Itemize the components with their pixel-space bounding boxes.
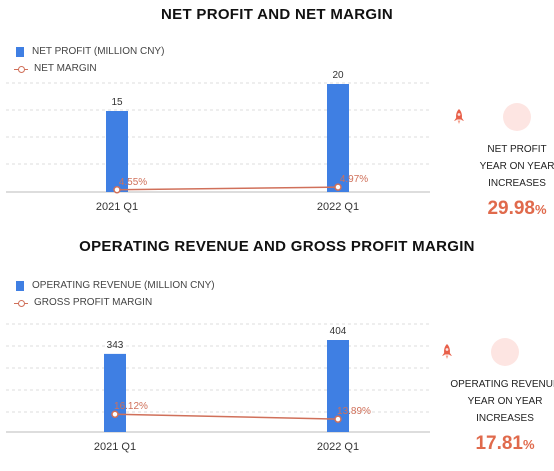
chart-title-operating-revenue: OPERATING REVENUE AND GROSS PROFIT MARGI… <box>79 238 475 255</box>
bar-value-label: 343 <box>107 340 124 351</box>
legend-item-bar: OPERATING REVENUE (MILLION CNY) <box>14 277 215 294</box>
rocket-icon <box>442 338 519 366</box>
growth-label-line2: YEAR ON YEAR INCREASES <box>479 161 554 189</box>
line-value-label: 4.55% <box>119 177 147 188</box>
growth-unit: % <box>534 202 547 217</box>
x-tick-label: 2022 Q1 <box>317 201 359 213</box>
operating-revenue-growth-card: OPERATING REVENUE YEAR ON YEAR INCREASES… <box>440 338 554 455</box>
line-point <box>334 183 342 191</box>
line-point <box>113 186 121 194</box>
margin-line <box>116 186 339 191</box>
bar-value-label: 15 <box>111 97 123 108</box>
legend-line-swatch <box>14 298 28 308</box>
legend-item-bar: NET PROFIT (MILLION CNY) <box>14 43 164 60</box>
legend-bar-label: NET PROFIT (MILLION CNY) <box>32 46 165 57</box>
growth-value: 29.98% <box>452 198 554 220</box>
legend-item-line: GROSS PROFIT MARGIN <box>14 294 215 311</box>
bar <box>104 353 126 432</box>
legend-net-profit: NET PROFIT (MILLION CNY) NET MARGIN <box>14 43 164 77</box>
net-profit-chart: 15 2021 Q1 20 2022 Q1 4.55% 4.97% <box>6 70 430 213</box>
chart-title-net-profit: NET PROFIT AND NET MARGIN <box>161 6 393 23</box>
legend-bar-label: OPERATING REVENUE (MILLION CNY) <box>32 280 215 291</box>
x-tick-label: 2021 Q1 <box>96 201 138 213</box>
bar <box>327 84 349 192</box>
bar <box>327 340 349 432</box>
growth-number: 17.81 <box>475 433 523 454</box>
legend-bar-swatch <box>16 46 24 57</box>
bar <box>106 111 128 192</box>
legend-line-label: NET MARGIN <box>34 63 97 74</box>
legend-line-label: GROSS PROFIT MARGIN <box>34 297 153 308</box>
x-tick-label: 2021 Q1 <box>94 441 136 453</box>
line-value-label: 16.12% <box>114 401 148 412</box>
bar-value-label: 20 <box>332 70 344 81</box>
operating-revenue-chart: 343 2021 Q1 404 2022 Q1 16.12% 13.89% <box>6 323 430 453</box>
legend-bar-swatch <box>16 280 24 291</box>
growth-label-line2: YEAR ON YEAR INCREASES <box>467 396 543 424</box>
growth-value: 17.81% <box>440 433 554 455</box>
legend-operating-revenue: OPERATING REVENUE (MILLION CNY) GROSS PR… <box>14 277 215 311</box>
line-point <box>111 410 119 418</box>
growth-label-line1: NET PROFIT <box>487 144 547 155</box>
net-profit-growth-card: NET PROFIT YEAR ON YEAR INCREASES 29.98% <box>452 103 554 220</box>
growth-label-line1: OPERATING REVENUE <box>450 379 554 390</box>
line-value-label: 13.89% <box>337 406 371 417</box>
margin-line <box>114 413 339 420</box>
bar-value-label: 404 <box>330 326 347 337</box>
line-point <box>334 415 342 423</box>
growth-unit: % <box>522 437 535 452</box>
legend-line-swatch <box>14 64 28 74</box>
x-tick-label: 2022 Q1 <box>317 441 359 453</box>
legend-item-line: NET MARGIN <box>14 60 164 77</box>
growth-number: 29.98 <box>487 198 535 219</box>
rocket-icon <box>454 103 531 131</box>
line-value-label: 4.97% <box>340 174 368 185</box>
